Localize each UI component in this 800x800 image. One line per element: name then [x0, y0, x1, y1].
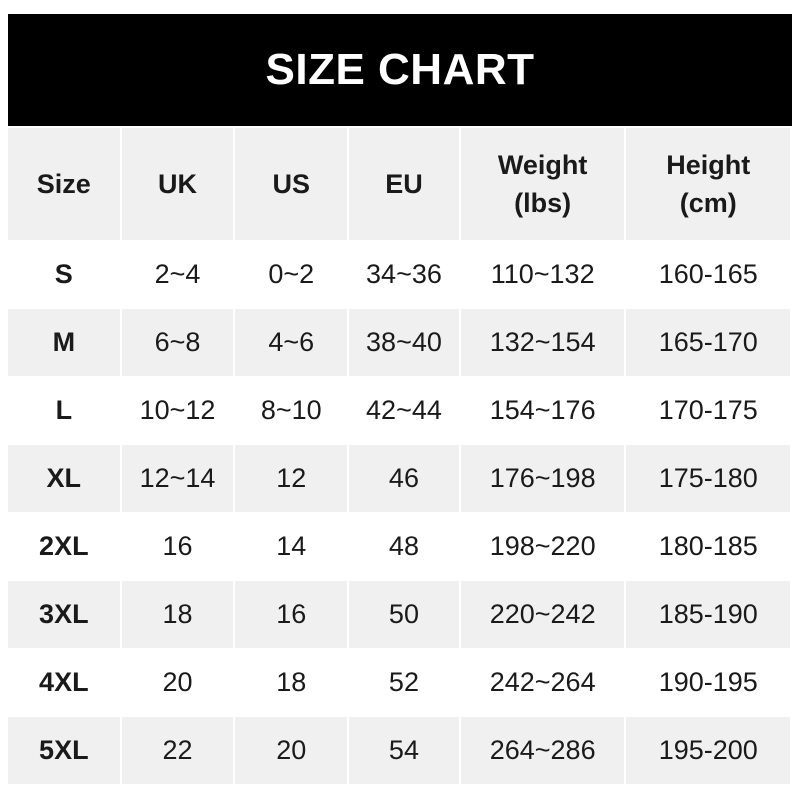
cell-size: XL: [8, 445, 120, 512]
cell-weight: 154~176: [489, 395, 596, 425]
header-line: UK: [158, 169, 197, 199]
column-header-height: Height (cm): [626, 128, 790, 240]
header-line: EU: [385, 169, 423, 199]
column-header-eu: EU: [349, 128, 459, 240]
cell-weight: 110~132: [490, 259, 595, 289]
header-line: US: [272, 169, 310, 199]
header-line: Weight: [497, 150, 588, 180]
cell-height: 195-200: [626, 717, 790, 784]
cell-us: 14: [276, 531, 307, 561]
cell-eu: 46: [349, 445, 459, 512]
cell-uk: 18: [121, 581, 234, 648]
cell-size: 5XL: [8, 717, 120, 784]
cell-uk: 2~4: [154, 259, 201, 289]
cell-height: 190-195: [658, 667, 758, 697]
header-line: Size: [36, 169, 91, 199]
column-header-uk: UK: [121, 128, 234, 240]
cell-size: 4XL: [39, 667, 89, 697]
cell-weight: 264~286: [460, 717, 625, 784]
table-row: L 10~12 8~10 42~44 154~176 170-175: [8, 377, 790, 444]
header-unit: (cm): [679, 188, 737, 218]
cell-uk: 6~8: [121, 309, 234, 376]
cell-height: 175-180: [626, 445, 790, 512]
cell-uk: 10~12: [139, 395, 216, 425]
cell-eu: 42~44: [366, 395, 442, 425]
cell-size: 2XL: [39, 531, 89, 561]
page-title: SIZE CHART: [8, 14, 792, 126]
table-row: 2XL 16 14 48 198~220 180-185: [8, 513, 790, 580]
cell-size: S: [54, 259, 73, 289]
column-header-weight: Weight (lbs): [460, 128, 625, 240]
cell-eu: 38~40: [349, 309, 459, 376]
cell-size: L: [55, 395, 73, 425]
cell-us: 16: [235, 581, 348, 648]
table-row: 4XL 20 18 52 242~264 190-195: [8, 649, 790, 716]
cell-weight: 242~264: [489, 667, 596, 697]
column-header-us: US: [235, 128, 348, 240]
table-row: 3XL 18 16 50 220~242 185-190: [8, 581, 790, 648]
cell-height: 165-170: [626, 309, 790, 376]
cell-weight: 176~198: [460, 445, 625, 512]
cell-us: 20: [235, 717, 348, 784]
header-row: Size UK US EU Weight (lbs) Height (cm): [8, 128, 790, 240]
cell-height: 180-185: [658, 531, 758, 561]
size-chart-table: Size UK US EU Weight (lbs) Height (cm) S 2~4 0~2 3…: [6, 127, 792, 785]
table-row: 5XL 22 20 54 264~286 195-200: [8, 717, 790, 784]
cell-weight: 198~220: [489, 531, 596, 561]
column-header-size: Size: [8, 128, 120, 240]
cell-us: 8~10: [260, 395, 322, 425]
cell-weight: 220~242: [460, 581, 625, 648]
cell-us: 0~2: [268, 259, 315, 289]
cell-us: 18: [276, 667, 307, 697]
table-row: S 2~4 0~2 34~36 110~132 160-165: [8, 241, 790, 308]
cell-us: 4~6: [235, 309, 348, 376]
cell-uk: 16: [162, 531, 193, 561]
cell-uk: 22: [121, 717, 234, 784]
header-line: Height: [666, 150, 751, 180]
cell-uk: 20: [162, 667, 193, 697]
cell-size: M: [8, 309, 120, 376]
cell-weight: 132~154: [460, 309, 625, 376]
header-unit: (lbs): [514, 188, 572, 218]
cell-size: 3XL: [8, 581, 120, 648]
cell-height: 170-175: [658, 395, 758, 425]
table-row: XL 12~14 12 46 176~198 175-180: [8, 445, 790, 512]
cell-uk: 12~14: [121, 445, 234, 512]
table-row: M 6~8 4~6 38~40 132~154 165-170: [8, 309, 790, 376]
cell-eu: 48: [388, 531, 419, 561]
cell-eu: 52: [388, 667, 419, 697]
cell-eu: 50: [349, 581, 459, 648]
cell-height: 160-165: [658, 259, 758, 289]
cell-eu: 34~36: [366, 259, 442, 289]
cell-eu: 54: [349, 717, 459, 784]
cell-us: 12: [235, 445, 348, 512]
cell-height: 185-190: [626, 581, 790, 648]
